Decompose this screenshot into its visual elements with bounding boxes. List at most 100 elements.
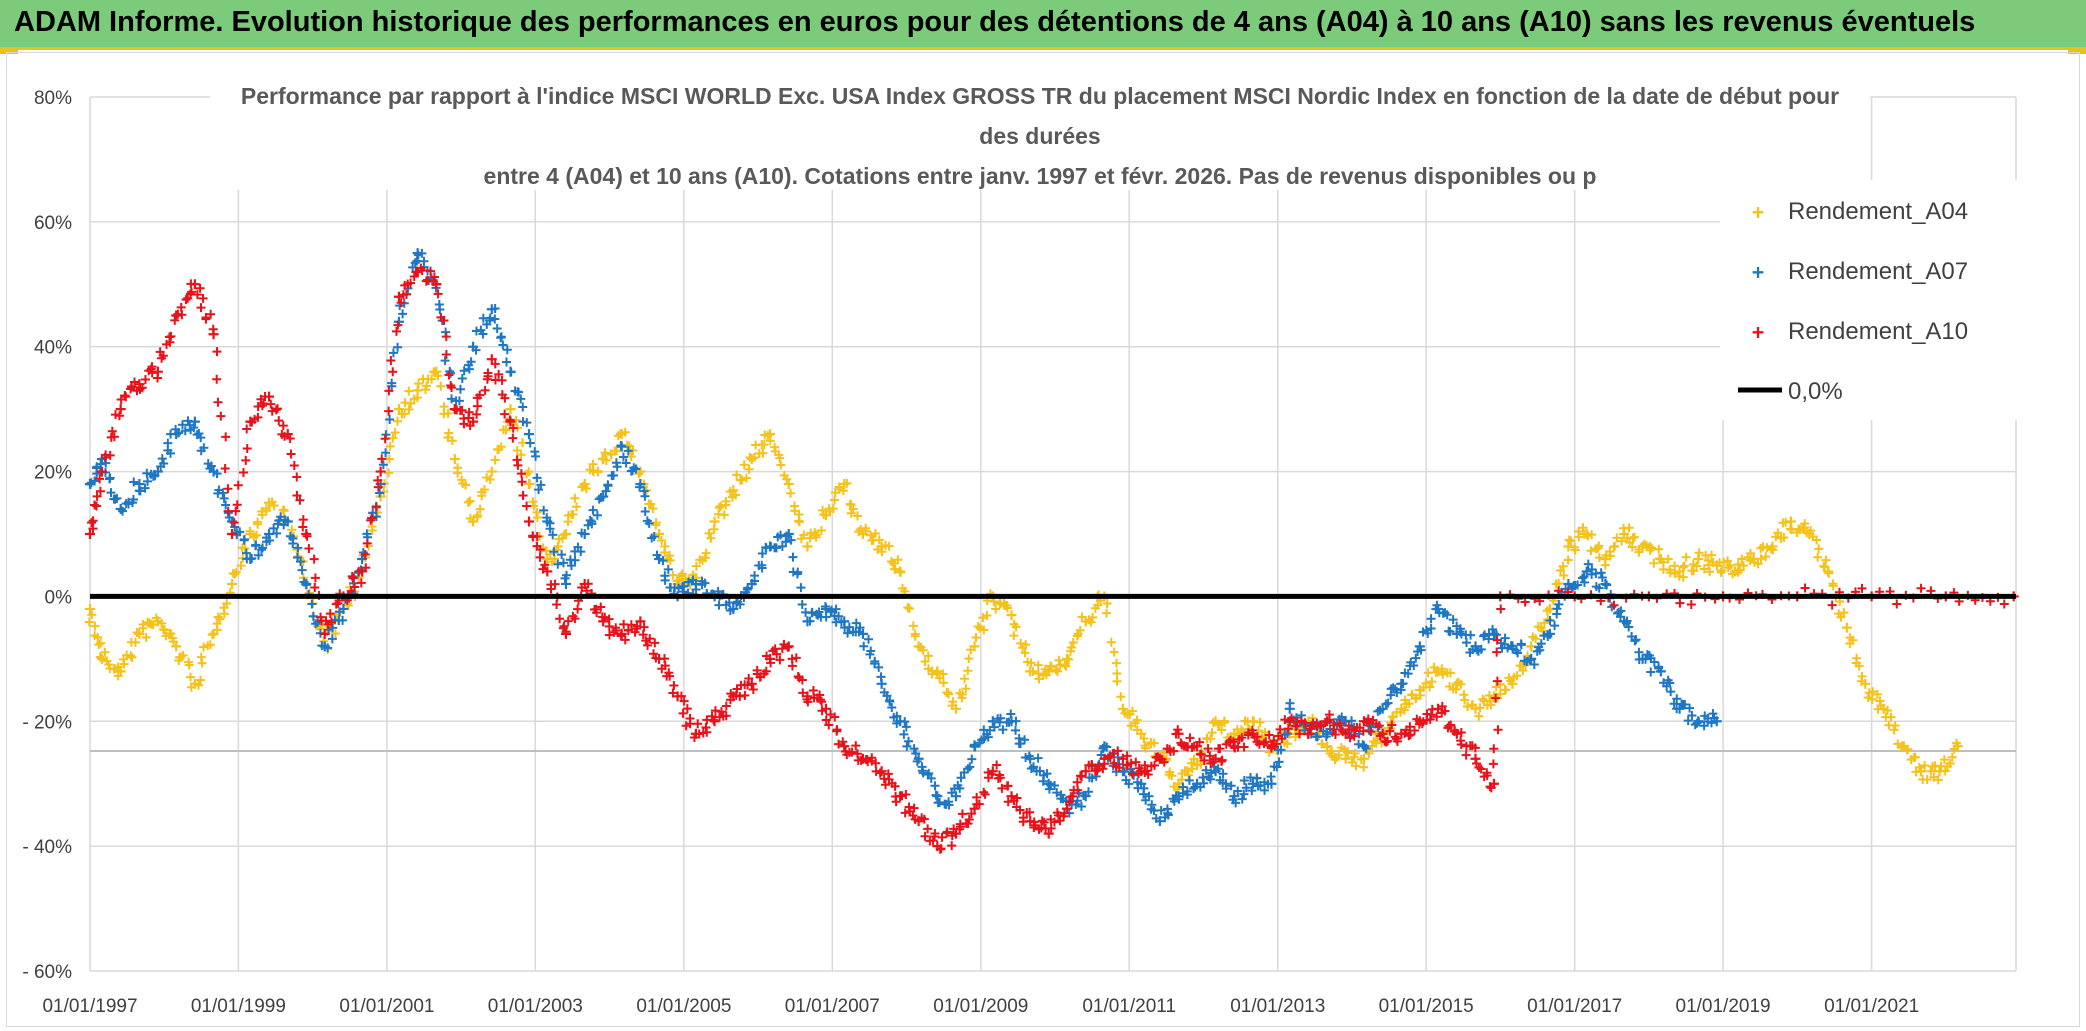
data-point (709, 716, 720, 727)
data-point-fill (1836, 612, 1846, 622)
data-point-fill (96, 638, 106, 648)
data-point-fill (1442, 610, 1452, 620)
data-point-fill (1102, 608, 1112, 618)
data-point-fill (603, 481, 613, 491)
data-point-fill (1037, 816, 1047, 826)
data-point-fill (232, 500, 242, 510)
data-point-fill (1872, 689, 1882, 699)
data-point-fill (135, 486, 145, 496)
data-point-fill (1461, 750, 1471, 760)
data-point (208, 329, 219, 340)
chart-frame (6, 52, 2080, 1027)
data-point (227, 529, 238, 539)
data-point-fill (410, 258, 420, 268)
data-point-fill (1277, 734, 1287, 744)
data-point-fill (611, 625, 621, 635)
data-point-fill (327, 634, 337, 644)
data-point-fill (1492, 647, 1502, 657)
data-point-fill (534, 485, 544, 495)
data-point-fill (741, 473, 751, 483)
data-point-fill (1259, 739, 1269, 749)
data-point-fill (141, 632, 151, 642)
data-point (1303, 728, 1314, 739)
data-point-fill (184, 660, 194, 670)
data-point-fill (1438, 669, 1448, 679)
data-point-fill (531, 451, 541, 461)
data-point-fill (1476, 764, 1486, 774)
data-point-fill (1733, 560, 1743, 570)
data-point-fill (553, 541, 563, 551)
data-point-fill (1390, 732, 1400, 742)
data-point-fill (1020, 648, 1030, 658)
data-point-fill (1012, 793, 1022, 803)
data-point-fill (498, 340, 508, 350)
data-point-fill (157, 618, 167, 628)
data-point-fill (1535, 645, 1545, 655)
data-point-fill (955, 822, 965, 832)
data-point-fill (380, 434, 390, 444)
data-point (1581, 566, 1592, 577)
data-point-fill (719, 510, 729, 520)
data-point-fill (1857, 583, 1867, 593)
data-point-fill (732, 470, 742, 480)
data-point-fill (1189, 754, 1199, 764)
data-point-fill (137, 383, 147, 393)
data-point-fill (963, 764, 973, 774)
data-point-fill (955, 783, 965, 793)
data-point-fill (166, 629, 176, 639)
data-point-fill (1260, 785, 1270, 795)
data-point-fill (704, 528, 714, 538)
data-point-fill (1583, 559, 1593, 569)
data-point-fill (657, 535, 667, 545)
data-point-fill (669, 681, 679, 691)
x-axis-ticks: 01/01/1997 01/01/1999 01/01/2001 01/01/2003… (42, 996, 1919, 1017)
data-point-fill (1405, 722, 1415, 732)
data-point-fill (1716, 567, 1726, 577)
data-point-fill (924, 768, 934, 778)
data-point-fill (406, 399, 416, 409)
data-point-fill (126, 651, 136, 661)
data-point-fill (626, 620, 636, 630)
data-point-fill (851, 741, 861, 751)
data-point-fill (1686, 600, 1696, 610)
data-point-fill (535, 545, 545, 555)
data-point-fill (1940, 766, 1950, 776)
data-point-fill (143, 476, 153, 486)
data-point-fill (1882, 706, 1892, 716)
data-point-fill (1708, 709, 1718, 719)
data-point-fill (1425, 714, 1435, 724)
data-point-fill (163, 438, 173, 448)
data-point (857, 628, 868, 639)
data-point-fill (1800, 583, 1810, 593)
data-point (486, 466, 497, 477)
data-point-fill (909, 803, 919, 813)
data-point-fill (979, 625, 989, 635)
data-point-fill (477, 491, 487, 501)
data-point-fill (961, 684, 971, 694)
data-point-fill (233, 480, 243, 490)
data-point-fill (1513, 648, 1523, 658)
data-point-fill (457, 373, 467, 383)
data-point-fill (947, 841, 957, 851)
data-point-fill (1476, 644, 1486, 654)
data-point-fill (1440, 706, 1450, 716)
data-point-fill (896, 567, 906, 577)
data-point-fill (1102, 742, 1112, 752)
legend-background (1720, 180, 2020, 420)
data-point-fill (866, 646, 876, 656)
data-point-fill (842, 478, 852, 488)
data-point-fill (1737, 554, 1747, 564)
data-point-fill (1612, 533, 1622, 543)
data-point-fill (465, 496, 475, 506)
data-point-fill (516, 450, 526, 460)
data-point-fill (1147, 800, 1157, 810)
data-point-fill (350, 582, 360, 592)
data-point-fill (1594, 553, 1604, 563)
data-point-fill (94, 640, 104, 650)
data-point-fill (639, 622, 649, 632)
data-point-fill (229, 518, 239, 528)
data-point-fill (1374, 721, 1384, 731)
data-point (505, 404, 516, 415)
data-point-fill (199, 443, 209, 453)
data-point (746, 678, 757, 689)
